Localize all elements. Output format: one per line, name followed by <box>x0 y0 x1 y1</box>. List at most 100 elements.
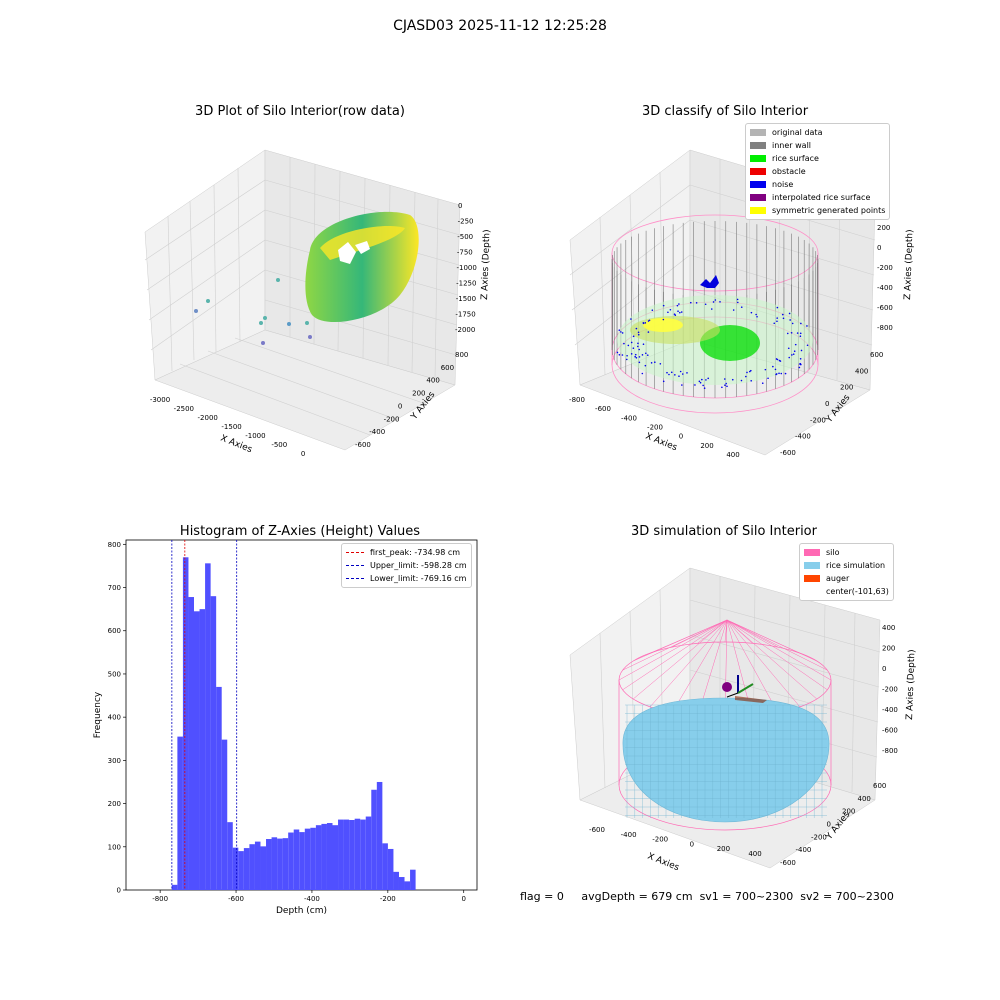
simulation-legend-item: center(-101,63) <box>804 585 889 598</box>
simulation-y-tick: -600 <box>780 859 796 867</box>
noise-point <box>799 332 802 335</box>
legend-swatch <box>804 549 820 556</box>
noise-point <box>704 303 707 306</box>
noise-point <box>673 313 676 315</box>
raw-z-tick: -1500 <box>456 295 476 303</box>
raw-z-tick: 0 <box>458 202 462 210</box>
legend-swatch <box>750 181 766 188</box>
noise-point <box>721 386 723 389</box>
silo-cone-line <box>726 619 817 700</box>
noise-point <box>659 362 662 365</box>
noise-point <box>620 331 622 333</box>
noise-point <box>621 354 624 356</box>
x-tick-label: -400 <box>304 895 320 903</box>
classify-plot-title: 3D classify of Silo Interior <box>641 104 809 119</box>
classify-y-tick: 200 <box>840 384 853 392</box>
noise-point <box>651 309 654 312</box>
classify-x-tick: 200 <box>700 442 713 450</box>
raw-z-axis-label: Z Axies (Depth) <box>480 229 492 300</box>
noise-point <box>642 343 645 346</box>
raw-y-tick: -600 <box>355 441 371 449</box>
noise-point <box>625 358 628 361</box>
histogram-bar <box>293 829 300 890</box>
histogram-bar <box>404 881 411 890</box>
classify-y-tick: -600 <box>780 449 796 457</box>
noise-point <box>776 306 779 309</box>
histogram-bar <box>371 789 377 890</box>
legend-label: rice simulation <box>826 561 886 570</box>
classify-x-axis-label: X Axies <box>644 432 679 454</box>
histogram-bar <box>254 841 261 890</box>
legend-label: noise <box>772 180 794 189</box>
histogram-bar <box>227 822 233 890</box>
noise-point <box>646 354 649 356</box>
y-tick-label: 700 <box>108 584 121 592</box>
noise-point <box>637 342 639 345</box>
silo-cone-line <box>671 619 728 648</box>
classify-legend-item: original data <box>750 126 885 139</box>
raw-z-tick: -750 <box>457 249 473 257</box>
histogram-legend: first_peak: -734.98 cm Upper_limit: -598.… <box>341 543 472 588</box>
noise-point <box>679 311 681 314</box>
noise-point <box>616 351 619 354</box>
classify-z-tick: -400 <box>877 284 893 292</box>
noise-point <box>674 374 676 376</box>
noise-point <box>776 320 778 323</box>
classify-z-axis-label: Z Axies (Depth) <box>903 229 915 300</box>
noise-point <box>662 318 665 321</box>
noise-point <box>642 321 645 324</box>
histogram-bar <box>238 851 244 890</box>
raw-x-tick: -500 <box>271 441 287 449</box>
simulation-legend-item: auger <box>804 572 889 585</box>
noise-point <box>686 372 688 374</box>
noise-point <box>793 350 796 353</box>
noise-point <box>634 353 637 356</box>
noise-point <box>773 322 776 325</box>
legend-label: original data <box>772 128 823 137</box>
status-footer: flag = 0 avgDepth = 679 cm sv1 = 700~230… <box>520 890 894 903</box>
raw-y-tick: 200 <box>412 390 425 398</box>
noise-point <box>799 335 802 338</box>
legend-line-swatch <box>346 552 364 553</box>
histogram-bar <box>332 825 339 890</box>
noise-point <box>667 311 669 314</box>
noise-point <box>724 384 726 386</box>
raw-y-tick: 600 <box>441 364 454 372</box>
legend-label: symmetric generated points <box>772 206 886 215</box>
histogram-bar <box>288 832 294 890</box>
simulation-x-axis-label: X Axies <box>646 852 681 874</box>
noise-point <box>647 320 650 322</box>
classify-x-tick: -400 <box>621 414 637 422</box>
classify-y-tick: -200 <box>810 416 826 424</box>
noise-point <box>731 378 734 381</box>
raw-z-tick: -250 <box>458 218 474 226</box>
simulation-z-tick: 0 <box>882 665 886 673</box>
noise-point <box>669 308 672 311</box>
noise-point <box>712 301 715 303</box>
noise-point <box>670 371 673 374</box>
noise-point <box>806 344 809 347</box>
noise-point <box>782 317 785 320</box>
noise-point <box>800 349 803 352</box>
histogram-bar <box>321 823 327 890</box>
noise-point <box>645 352 647 355</box>
silo-cone-line <box>726 619 828 691</box>
simulation-z-tick: -200 <box>882 686 898 694</box>
noise-point <box>779 360 782 362</box>
noise-point <box>621 332 624 334</box>
noise-point <box>710 308 713 310</box>
histogram-bar <box>299 832 305 890</box>
noise-point <box>702 384 704 387</box>
noise-point <box>772 365 774 368</box>
noise-point <box>800 322 802 325</box>
classify-legend-item: noise <box>750 178 885 191</box>
legend-swatch <box>804 575 820 582</box>
noise-point <box>784 372 787 375</box>
legend-label: Lower_limit: -769.16 cm <box>370 574 467 583</box>
simulation-y-tick: 600 <box>873 782 886 790</box>
raw-x-tick: 500 <box>320 459 333 460</box>
y-tick-label: 100 <box>108 843 121 851</box>
histogram-bar <box>410 869 416 890</box>
simulation-y-tick: -400 <box>796 846 812 854</box>
histogram-bar <box>249 844 255 890</box>
